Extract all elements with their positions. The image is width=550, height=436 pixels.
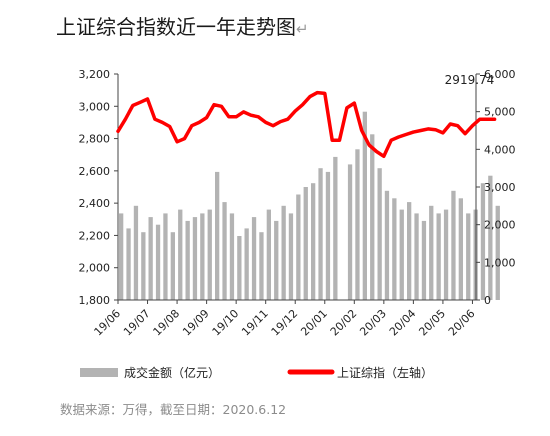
volume-bar: [384, 190, 390, 300]
volume-bar: [281, 205, 286, 300]
volume-bar: [347, 164, 353, 300]
right-tick-label: 5,000: [484, 106, 516, 119]
x-tick-label: 20/04: [387, 307, 419, 339]
volume-bar: [178, 209, 183, 300]
chart-title: 上证综合指数近一年走势图↵: [56, 15, 309, 39]
x-tick-label: 19/06: [92, 307, 124, 339]
left-tick-label: 2,800: [79, 133, 111, 146]
volume-bar: [126, 228, 131, 300]
volume-bar: [318, 168, 323, 300]
volume-bar: [355, 149, 360, 300]
volume-bar: [185, 220, 190, 300]
right-tick-label: 2,000: [484, 219, 516, 232]
left-tick-label: 2,600: [79, 165, 111, 178]
x-tick-label: 19/11: [239, 307, 271, 339]
left-tick-label: 2,000: [79, 262, 111, 275]
volume-bar: [244, 228, 249, 300]
x-tick-label: 20/01: [298, 307, 330, 339]
index-line: [116, 90, 497, 159]
x-tick-label: 20/06: [446, 307, 478, 339]
volume-bar: [443, 209, 449, 300]
legend-bar-label: 成交金额（亿元）: [124, 365, 220, 380]
volume-bar: [325, 171, 331, 300]
left-tick-label: 1,800: [79, 294, 111, 307]
volume-bar: [274, 220, 279, 300]
volume-bar: [296, 194, 301, 300]
volume-bar: [259, 232, 264, 300]
volume-bar: [215, 171, 220, 300]
volume-bar: [370, 134, 375, 300]
volume-bar: [421, 220, 427, 300]
volume-bar: [119, 213, 124, 300]
volume-bar: [192, 217, 198, 300]
volume-bar: [377, 168, 382, 300]
left-tick-label: 2,200: [79, 229, 111, 242]
volume-bar: [141, 232, 146, 300]
left-tick-label: 2,400: [79, 197, 111, 210]
volume-bar: [229, 213, 235, 300]
volume-bar: [163, 213, 168, 300]
volume-bar: [392, 198, 397, 300]
x-tick-label: 19/12: [269, 307, 301, 339]
volume-bar: [207, 209, 212, 300]
legend-line-label: 上证综指（左轴）: [337, 365, 433, 380]
volume-bar: [148, 217, 153, 300]
volume-bar: [200, 213, 205, 300]
left-tick-label: 3,000: [79, 100, 111, 113]
volume-bar: [237, 236, 242, 300]
volume-bar: [311, 183, 316, 300]
index-line-layer: [116, 90, 497, 159]
volume-bar: [480, 183, 486, 300]
volume-bar: [133, 205, 139, 300]
left-tick-label: 3,200: [79, 68, 111, 81]
volume-bar: [429, 205, 434, 300]
volume-bar: [466, 213, 471, 300]
x-tick-label: 20/03: [357, 307, 389, 339]
volume-bar: [333, 156, 338, 300]
volume-bar: [303, 187, 308, 300]
right-tick-label: 4,000: [484, 143, 516, 156]
x-tick-label: 19/10: [210, 307, 242, 339]
volume-bar: [155, 224, 161, 300]
legend-bar-swatch: [80, 368, 118, 377]
right-tick-label: 1,000: [484, 256, 516, 269]
last-value-label: 2919.74: [445, 73, 495, 87]
right-tick-label: 3,000: [484, 181, 516, 194]
volume-bar: [251, 217, 257, 300]
volume-bars: [119, 111, 500, 300]
legend: 成交金额（亿元） 上证综指（左轴）: [80, 365, 433, 380]
volume-bar: [451, 190, 456, 300]
volume-bar: [288, 213, 294, 300]
volume-bar: [436, 213, 441, 300]
volume-bar: [362, 111, 367, 300]
volume-bar: [407, 202, 412, 300]
x-tick-label: 19/09: [180, 307, 212, 339]
x-tick-label: 19/08: [151, 307, 183, 339]
source-note: 数据来源：万得，截至日期：2020.6.12: [60, 402, 286, 417]
right-tick-label: 6,000: [484, 68, 516, 81]
volume-bar: [488, 175, 493, 300]
volume-bar: [170, 232, 175, 300]
right-tick-label: 0: [484, 294, 491, 307]
x-tick-label: 20/02: [328, 307, 360, 339]
volume-bar: [495, 205, 500, 300]
volume-bar: [399, 209, 404, 300]
x-tick-label: 19/07: [121, 307, 153, 339]
volume-bar: [266, 209, 271, 300]
x-tick-label: 20/05: [416, 307, 448, 339]
volume-bar: [458, 198, 463, 300]
volume-bar: [414, 213, 419, 300]
volume-bar: [222, 202, 227, 300]
